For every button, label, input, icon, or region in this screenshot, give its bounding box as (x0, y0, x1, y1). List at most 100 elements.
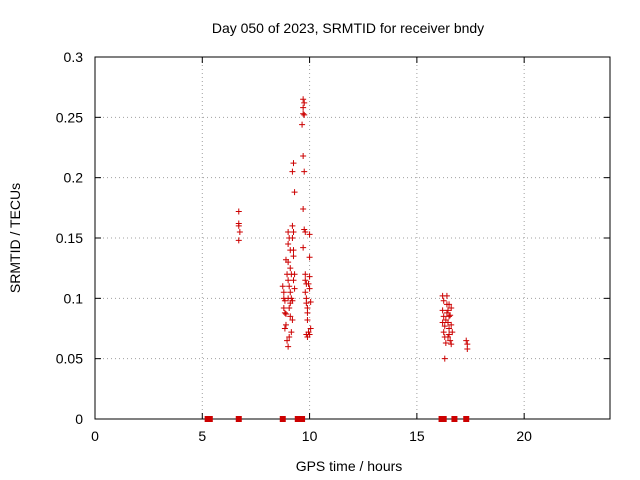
data-point (300, 96, 307, 103)
data-point (235, 222, 242, 229)
data-point (289, 235, 296, 241)
data-point (290, 228, 297, 235)
data-point (289, 168, 296, 175)
data-point (448, 304, 455, 311)
data-point (285, 343, 292, 350)
data-point (286, 283, 293, 290)
data-point (305, 280, 312, 287)
data-point (446, 301, 453, 308)
data-point (289, 297, 296, 304)
data-point (290, 160, 297, 167)
data-point (446, 313, 453, 320)
data-point (446, 325, 453, 332)
x-tick-label: 20 (516, 428, 532, 444)
data-point (440, 329, 447, 336)
y-tick-label: 0.3 (64, 49, 84, 65)
x-axis-label: GPS time / hours (296, 458, 403, 474)
data-point (443, 309, 450, 316)
data-point (300, 104, 307, 111)
data-point (300, 206, 307, 213)
x-tick-label: 15 (409, 428, 425, 444)
y-tick-label: 0 (75, 411, 83, 427)
data-point (299, 121, 306, 128)
data-point (289, 222, 296, 229)
data-point (449, 329, 456, 336)
data-point (442, 317, 449, 324)
axis-ticks: 0 5 10 15 20 0 0.05 0.1 0.15 0.2 0.25 0.3 (56, 49, 610, 444)
data-point (281, 309, 288, 316)
x-tick-label: 0 (91, 428, 99, 444)
data-point (306, 331, 313, 338)
data-point (280, 304, 287, 311)
data-point (306, 231, 313, 238)
data-point (307, 325, 314, 332)
y-tick-label: 0.15 (56, 230, 83, 246)
zero-markers (204, 416, 470, 422)
zero-marker (299, 416, 306, 422)
zero-marker (463, 416, 470, 422)
data-point (285, 259, 292, 266)
data-point (286, 304, 293, 311)
data-point (442, 339, 449, 346)
data-point (306, 285, 313, 292)
data-point (463, 337, 470, 344)
data-point (303, 300, 310, 307)
data-point (441, 323, 448, 330)
data-point (440, 313, 447, 320)
x-tick-label: 10 (302, 428, 318, 444)
data-point (285, 241, 292, 248)
data-point (307, 298, 314, 305)
data-point (288, 329, 295, 336)
data-point (282, 321, 289, 328)
grid (95, 57, 610, 419)
data-point (281, 297, 288, 304)
data-point (235, 237, 242, 244)
data-point (302, 228, 309, 235)
data-point (236, 228, 243, 235)
zero-marker (279, 416, 286, 422)
data-point (441, 355, 448, 362)
data-point (289, 317, 296, 324)
data-point (290, 253, 297, 260)
data-point (447, 337, 454, 344)
x-tick-label: 5 (198, 428, 206, 444)
data-point (439, 319, 446, 326)
data-point (281, 325, 288, 332)
y-tick-label: 0.25 (56, 109, 83, 125)
data-point (290, 247, 297, 254)
data-point (285, 277, 292, 284)
data-point (306, 254, 313, 261)
data-point (448, 341, 455, 348)
data-point (291, 285, 298, 292)
data-point (301, 168, 308, 175)
data-point (300, 152, 307, 159)
y-tick-label: 0.05 (56, 351, 83, 367)
data-point (284, 337, 291, 344)
y-tick-label: 0.2 (64, 170, 84, 186)
data-point (301, 99, 308, 106)
data-point (302, 289, 309, 296)
data-point (280, 289, 287, 296)
zero-marker (440, 416, 447, 422)
zero-marker (206, 416, 213, 422)
data-point (302, 277, 309, 284)
data-point (448, 321, 455, 328)
y-tick-label: 0.1 (64, 290, 84, 306)
data-point (287, 313, 294, 320)
data-point (282, 311, 289, 318)
data-point (443, 292, 450, 299)
data-point (301, 111, 308, 118)
data-point (439, 307, 446, 314)
data-point (444, 333, 451, 340)
data-point (302, 271, 309, 278)
data-point (440, 297, 447, 304)
plot-frame (94, 56, 611, 420)
zero-marker (235, 416, 242, 422)
data-series (235, 96, 471, 362)
data-point (235, 208, 242, 215)
data-point (304, 309, 311, 316)
data-point (285, 228, 292, 235)
data-point (291, 189, 298, 196)
data-point (287, 289, 294, 296)
